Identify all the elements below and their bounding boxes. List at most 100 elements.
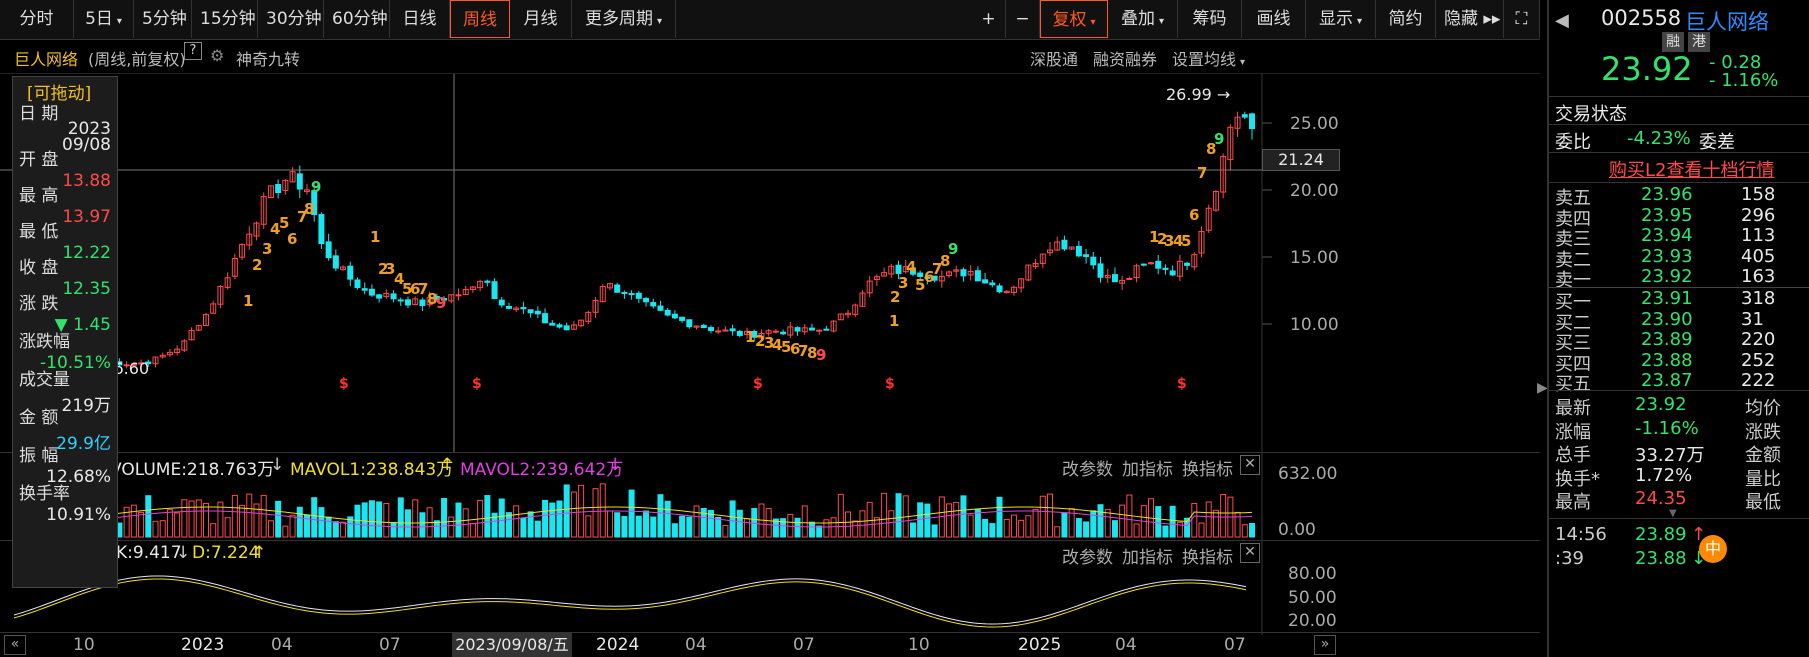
candle-body	[823, 328, 830, 331]
vol-close-icon[interactable]: ✕	[1240, 455, 1260, 475]
tool-button-5[interactable]: 画线	[1242, 0, 1306, 38]
period-button-9-label: 更多周期	[584, 9, 653, 29]
volume-chart[interactable]: 632.00 0.00 VOLUME:218.763万 ↓ MAVOL1:238.…	[0, 452, 1540, 541]
kdj-close-icon[interactable]: ✕	[1240, 543, 1260, 563]
sequence-number: 7	[932, 260, 942, 278]
candle-body	[513, 307, 520, 311]
link-hk-connect[interactable]: 深股通	[1030, 50, 1079, 69]
bid-row[interactable]: 买三 23.89 220	[1555, 329, 1805, 354]
period-button-5[interactable]: 60分钟	[324, 0, 390, 38]
volume-bar	[195, 499, 202, 538]
tool-button-6[interactable]: 显示 ▾	[1306, 0, 1376, 38]
tool-button-8[interactable]: 隐藏 ▸▸	[1436, 0, 1504, 38]
link-margin[interactable]: 融资融券	[1093, 50, 1158, 69]
volume-bar	[1097, 504, 1104, 538]
bid-row[interactable]: 买五 23.87 222	[1555, 370, 1805, 395]
bid-row[interactable]: 买二 23.90 31	[1555, 309, 1805, 334]
volume-bar	[1212, 509, 1219, 538]
mavol2-label: MAVOL2:239.642万	[460, 460, 624, 480]
period-button-6[interactable]: 日线	[390, 0, 450, 38]
volume-bar	[1249, 523, 1255, 538]
candle-body	[1039, 253, 1046, 264]
gear-icon[interactable]: ⚙	[210, 46, 225, 65]
sequence-number: 7	[798, 342, 808, 360]
vol-switch-indicator[interactable]: 换指标	[1182, 460, 1233, 480]
volume-bar	[267, 520, 274, 538]
kdj-switch-indicator[interactable]: 换指标	[1182, 548, 1233, 568]
data-window-label: 最 低	[19, 222, 59, 242]
ask-row[interactable]: 卖二 23.93 405	[1555, 246, 1805, 271]
back-icon[interactable]: ◀	[1555, 10, 1569, 31]
period-toolbar: 分时 5日 ▾ 5分钟 15分钟 30分钟 60分钟 日线 周线 月线 更多周期 ▾ + − 复权 ▾ 叠加 ▾…	[0, 0, 1540, 40]
panel-collapse-icon[interactable]: ▶	[1537, 380, 1548, 396]
candle-body	[938, 275, 945, 282]
volume-bar	[282, 525, 289, 538]
data-window-panel[interactable]: [可拖动] 日 期 2023 09/08 开 盘 13.88 最 高 13.97 最 低 12.…	[12, 76, 118, 588]
data-window-title[interactable]: [可拖动]	[27, 84, 92, 104]
tool-button-2[interactable]: 复权 ▾	[1040, 0, 1108, 38]
candle-body	[1047, 249, 1054, 254]
help-icon[interactable]: ?	[184, 42, 202, 60]
kdj-add-indicator[interactable]: 加指标	[1122, 548, 1173, 568]
ask-row[interactable]: 卖四 23.95 296	[1555, 205, 1805, 230]
period-button-9[interactable]: 更多周期 ▾	[572, 0, 676, 38]
volume-bar	[383, 502, 390, 538]
data-window-label: 最 高	[19, 186, 59, 206]
sequence-number: 3	[898, 274, 908, 292]
sequence-number: 4	[772, 336, 782, 354]
indicator-name[interactable]: 神奇九转	[236, 50, 301, 69]
vol-add-indicator[interactable]: 加指标	[1122, 460, 1173, 480]
volume-bar	[679, 515, 686, 538]
tool-button-0[interactable]: +	[972, 0, 1006, 38]
volume-bar	[347, 516, 354, 538]
tool-button-9[interactable]: ⛶	[1504, 0, 1540, 38]
period-button-7[interactable]: 周线	[450, 0, 510, 38]
volume-bar	[866, 501, 873, 538]
period-button-0[interactable]: 分时	[0, 0, 74, 38]
tool-button-3[interactable]: 叠加 ▾	[1108, 0, 1178, 38]
ask-row[interactable]: 卖三 23.94 113	[1555, 225, 1805, 250]
candle-body	[845, 312, 852, 316]
bid-row[interactable]: 买一 23.91 318	[1555, 288, 1805, 313]
volume-bar	[967, 514, 974, 538]
expand-icon[interactable]: ▼	[1669, 508, 1677, 519]
l2-upgrade-link[interactable]: 购买L2查看十档行情	[1609, 160, 1775, 181]
candle-body	[707, 327, 714, 332]
tool-button-4[interactable]: 筹码	[1178, 0, 1242, 38]
data-window-value: 09/08	[62, 135, 111, 155]
candle-body	[693, 325, 700, 328]
bid-row[interactable]: 买四 23.88 252	[1555, 350, 1805, 375]
link-ma-settings[interactable]: 设置均线 ▾	[1172, 46, 1245, 70]
kdj-chart[interactable]: 80.00 50.00 20.00 K:9.417 ↓ D:7.224 ↑ 改参数 …	[0, 540, 1540, 635]
scroll-right-icon[interactable]: »	[1314, 635, 1336, 655]
candlestick-chart[interactable]: 25.00 20.00 15.00 10.00 26.99 → ← 6.60 1 2 3 4 5 6 7…	[0, 74, 1540, 452]
candle-body	[1198, 230, 1205, 254]
order-level-label: 卖一	[1555, 270, 1591, 291]
signal-marker-icon: $	[885, 376, 895, 392]
candle-body	[433, 295, 440, 301]
kdj-edit-params[interactable]: 改参数	[1062, 548, 1113, 568]
ask-row[interactable]: 卖五 23.96 158	[1555, 184, 1805, 209]
candle-body	[303, 189, 310, 193]
period-button-8[interactable]: 月线	[510, 0, 572, 38]
order-level-label: 卖三	[1555, 229, 1591, 250]
scroll-left-icon[interactable]: «	[4, 635, 26, 655]
volume-bar	[123, 506, 130, 538]
period-button-2[interactable]: 5分钟	[134, 0, 192, 38]
data-window-label: 收 盘	[19, 258, 59, 278]
candle-body	[181, 340, 188, 351]
volume-bar	[1018, 519, 1025, 538]
candle-body	[527, 309, 534, 314]
tool-button-1[interactable]: −	[1006, 0, 1040, 38]
volume-bar	[989, 523, 996, 538]
period-button-7-label: 周线	[463, 10, 497, 30]
volume-bar	[715, 516, 722, 538]
volume-bar	[390, 521, 397, 538]
assistant-icon[interactable]: 中	[1699, 535, 1727, 563]
ask-row[interactable]: 卖一 23.92 163	[1555, 266, 1805, 291]
vol-edit-params[interactable]: 改参数	[1062, 460, 1113, 480]
period-button-3[interactable]: 15分钟	[192, 0, 258, 38]
period-button-4[interactable]: 30分钟	[258, 0, 324, 38]
period-button-1[interactable]: 5日 ▾	[74, 0, 134, 38]
tool-button-7[interactable]: 简约	[1376, 0, 1436, 38]
